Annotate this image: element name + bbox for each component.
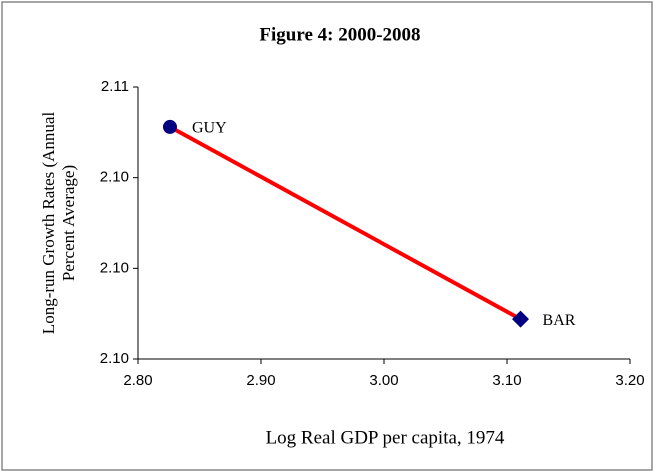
x-axis-label: Log Real GDP per capita, 1974 (266, 427, 505, 448)
x-tick-label: 2.80 (123, 372, 152, 389)
series-line (169, 125, 522, 321)
x-tick-label: 3.20 (615, 372, 644, 389)
point-label: GUY (192, 120, 227, 137)
y-tick-label: 2.11 (101, 78, 129, 95)
y-axis-label-line: Long-run Growth Rates (Annual (39, 112, 58, 335)
y-tick-label: 2.10 (100, 259, 129, 276)
y-axis-label-line: Percent Average) (59, 165, 78, 281)
x-tick-label: 3.00 (369, 372, 398, 389)
x-tick-label: 2.90 (246, 372, 275, 389)
y-tick-label: 2.10 (100, 169, 129, 186)
x-tick-label: 3.10 (492, 372, 521, 389)
point-label: BAR (543, 312, 576, 329)
point-marker (162, 119, 177, 134)
y-axis-label: Long-run Growth Rates (Annual Percent Av… (39, 112, 78, 335)
point-marker (512, 310, 530, 328)
y-tick-label: 2.10 (100, 350, 129, 367)
chart-title: Figure 4: 2000-2008 (259, 24, 420, 45)
